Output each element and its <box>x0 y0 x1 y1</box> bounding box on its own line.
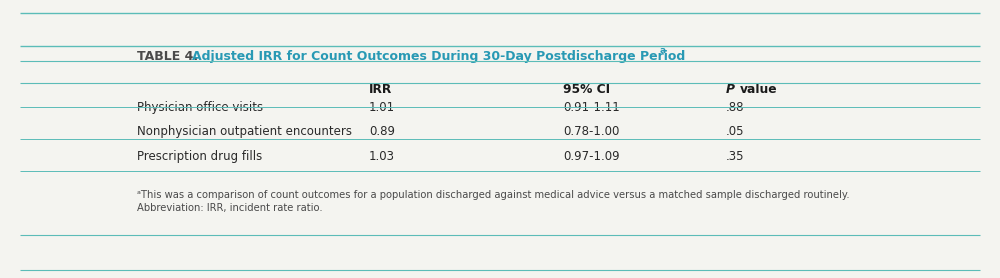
Text: 95% CI: 95% CI <box>563 83 610 96</box>
Text: .05: .05 <box>726 125 744 138</box>
Text: .88: .88 <box>726 101 744 114</box>
Text: 1.01: 1.01 <box>369 101 395 114</box>
Text: value: value <box>740 83 777 96</box>
Text: a: a <box>660 46 666 55</box>
Text: 0.78-1.00: 0.78-1.00 <box>563 125 619 138</box>
Text: 0.97-1.09: 0.97-1.09 <box>563 150 620 163</box>
Text: Physician office visits: Physician office visits <box>137 101 263 114</box>
Text: 1.03: 1.03 <box>369 150 395 163</box>
Text: Nonphysician outpatient encounters: Nonphysician outpatient encounters <box>137 125 352 138</box>
Text: IRR: IRR <box>369 83 392 96</box>
Text: 0.91-1.11: 0.91-1.11 <box>563 101 620 114</box>
Text: 0.89: 0.89 <box>369 125 395 138</box>
Text: P: P <box>726 83 735 96</box>
Text: .35: .35 <box>726 150 744 163</box>
Text: TABLE 4.: TABLE 4. <box>137 50 202 63</box>
Text: Adjusted IRR for Count Outcomes During 30-Day Postdischarge Period: Adjusted IRR for Count Outcomes During 3… <box>192 50 686 63</box>
Text: ᵃThis was a comparison of count outcomes for a population discharged against med: ᵃThis was a comparison of count outcomes… <box>137 190 849 200</box>
Text: Abbreviation: IRR, incident rate ratio.: Abbreviation: IRR, incident rate ratio. <box>137 203 322 213</box>
Text: Prescription drug fills: Prescription drug fills <box>137 150 262 163</box>
